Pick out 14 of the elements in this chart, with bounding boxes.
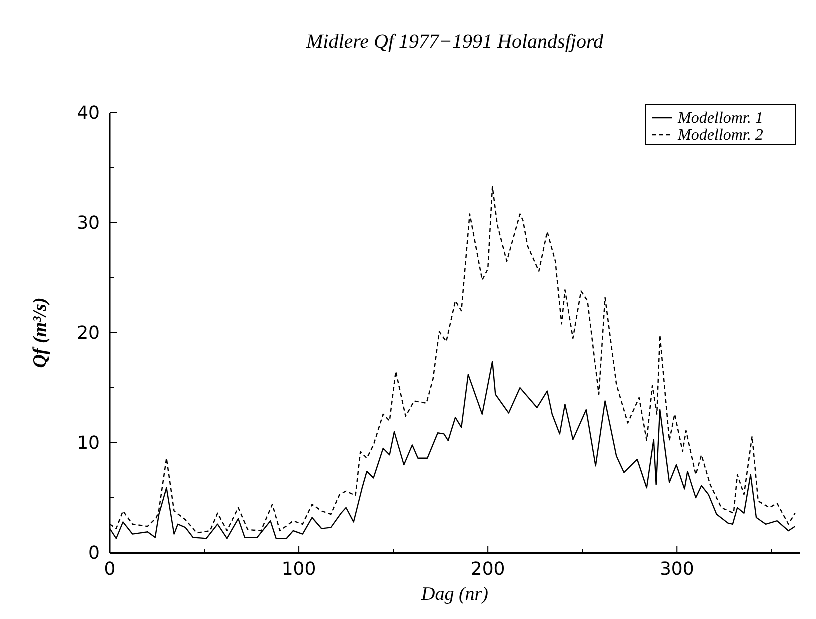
x-axis-title: Dag (nr) (420, 584, 489, 605)
x-tick-label: 100 (282, 559, 316, 580)
y-tick-label: 20 (77, 323, 100, 344)
y-tick-label: 30 (77, 213, 100, 234)
x-tick-label: 300 (660, 559, 694, 580)
y-tick-label: 0 (88, 543, 100, 564)
legend-label: Modellomr. 2 (677, 127, 764, 144)
chart-title: Midlere Qf 1977−1991 Holandsfjord (305, 31, 604, 53)
legend-label: Modellomr. 1 (677, 110, 764, 127)
y-tick-label: 10 (77, 433, 100, 454)
y-axis-title: Qf (m³/s) (30, 298, 51, 368)
x-tick-label: 200 (470, 559, 506, 580)
y-tick-label: 40 (77, 103, 100, 124)
x-tick-label: 0 (104, 559, 116, 580)
